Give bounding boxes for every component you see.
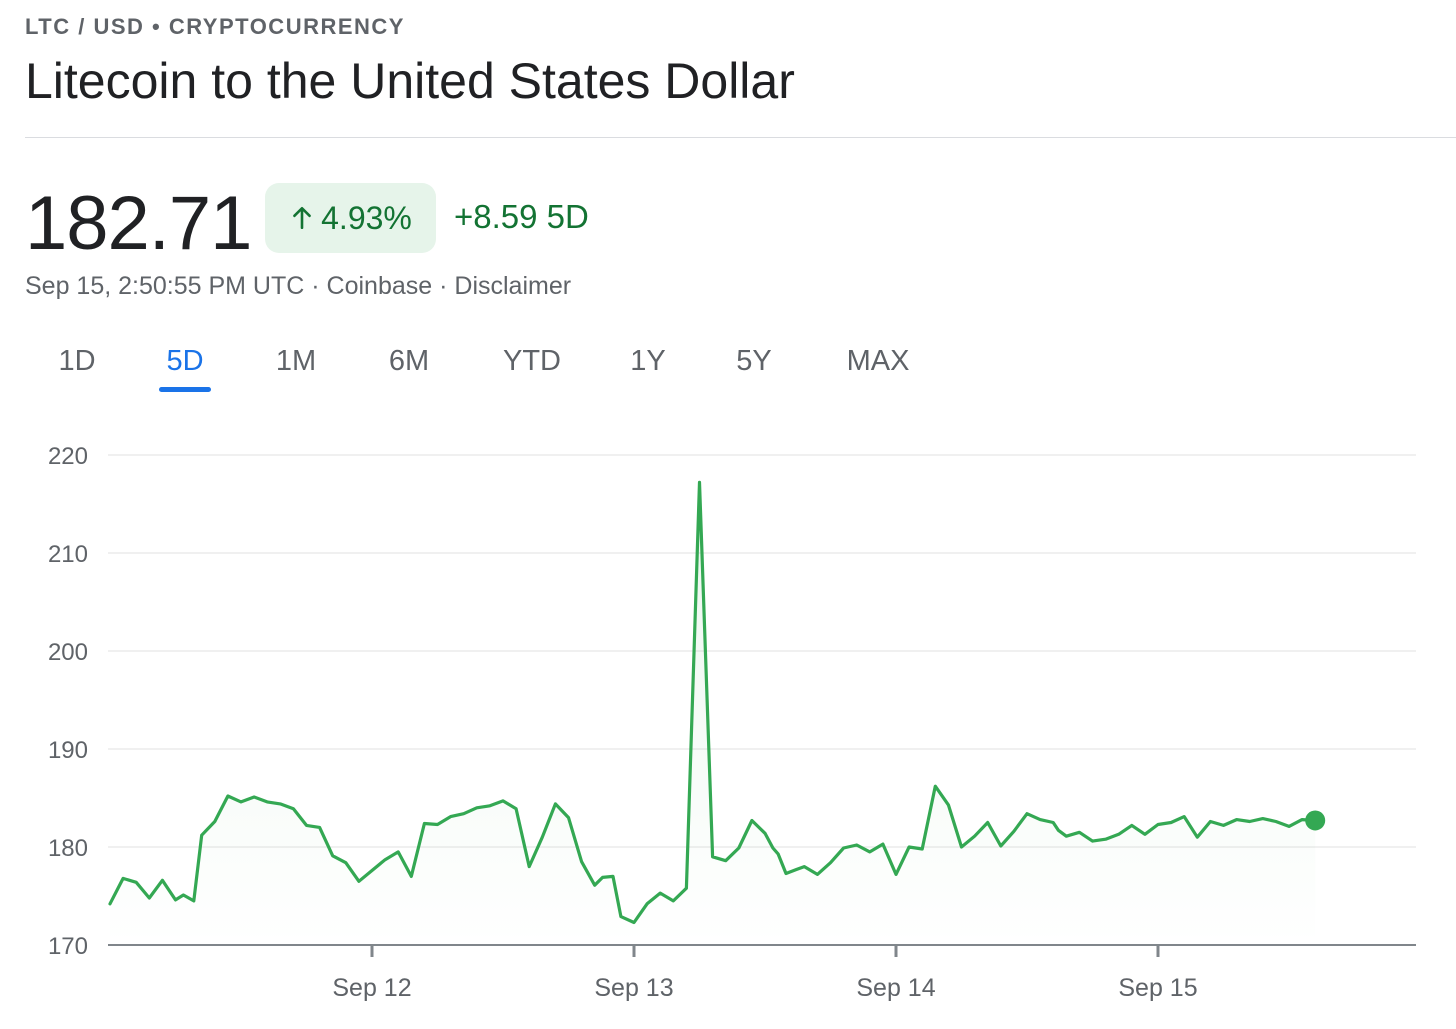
header-divider — [25, 137, 1456, 138]
y-tick-label: 190 — [48, 737, 88, 764]
quote-source: Coinbase — [326, 272, 433, 300]
tab-1m[interactable]: 1M — [275, 345, 317, 377]
y-tick-label: 170 — [48, 933, 88, 960]
range-tabs: 1D 5D 1M 6M YTD 1Y 5Y MAX — [0, 345, 1000, 395]
breadcrumb: LTC / USD • CRYPTOCURRENCY — [25, 14, 405, 39]
tab-1y[interactable]: 1Y — [630, 345, 666, 377]
quote-timestamp: Sep 15, 2:50:55 PM UTC — [25, 272, 305, 300]
current-price: 182.71 — [25, 181, 252, 266]
absolute-change: +8.59 5D — [454, 198, 589, 235]
tab-ytd[interactable]: YTD — [503, 345, 561, 377]
arrow-up-icon — [293, 206, 312, 230]
price-area — [110, 482, 1316, 945]
quote-meta: Sep 15, 2:50:55 PM UTC · Coinbase · Disc… — [25, 272, 571, 301]
disclaimer-link[interactable]: Disclaimer — [454, 272, 572, 300]
tab-6m[interactable]: 6M — [388, 345, 430, 377]
y-tick-label: 180 — [48, 835, 88, 862]
active-tab-indicator — [159, 387, 211, 392]
percent-change-value: 4.93% — [321, 199, 412, 236]
price-chart[interactable]: 170 180 190 200 210 220 Sep 12 Sep 13 Sep 14 Sep … — [0, 420, 1456, 1029]
price-line — [108, 480, 1317, 925]
tab-1d[interactable]: 1D — [58, 345, 96, 377]
x-tick-label: Sep 13 — [594, 974, 673, 1002]
y-tick-label: 220 — [48, 443, 88, 470]
tab-max[interactable]: MAX — [846, 345, 910, 377]
tab-5d[interactable]: 5D — [166, 345, 204, 377]
y-tick-label: 210 — [48, 541, 88, 568]
meta-separator: · — [304, 272, 327, 300]
current-price-dot — [1305, 810, 1326, 831]
x-tick-label: Sep 12 — [332, 974, 411, 1002]
x-tick-label: Sep 15 — [1118, 974, 1197, 1002]
y-tick-label: 200 — [48, 639, 88, 666]
meta-separator: · — [432, 272, 455, 300]
page-title: Litecoin to the United States Dollar — [25, 53, 795, 109]
percent-change-badge: 4.93% — [265, 183, 436, 253]
tab-5y[interactable]: 5Y — [736, 345, 772, 377]
x-tick-label: Sep 14 — [856, 974, 935, 1002]
